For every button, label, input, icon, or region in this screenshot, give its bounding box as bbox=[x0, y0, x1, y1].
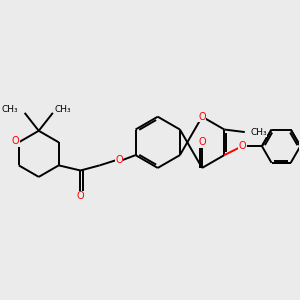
Text: O: O bbox=[198, 112, 206, 122]
Text: CH₃: CH₃ bbox=[250, 128, 267, 136]
Text: O: O bbox=[12, 136, 20, 146]
Text: O: O bbox=[198, 137, 206, 147]
Text: O: O bbox=[77, 191, 84, 201]
Text: O: O bbox=[115, 155, 123, 165]
Text: CH₃: CH₃ bbox=[2, 104, 18, 113]
Text: O: O bbox=[238, 141, 246, 151]
Text: CH₃: CH₃ bbox=[54, 104, 71, 113]
